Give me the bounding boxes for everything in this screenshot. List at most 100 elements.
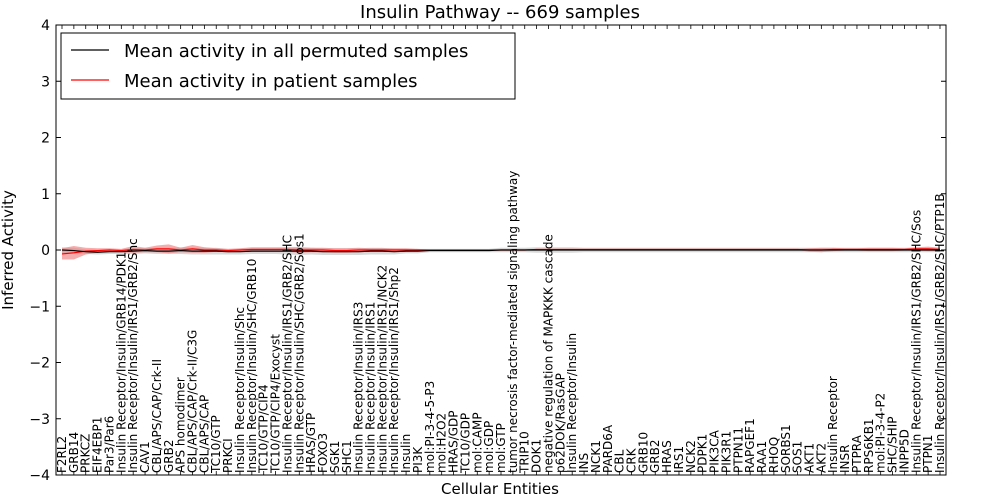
y-tick-label: −3: [29, 412, 50, 428]
category-label: FOXO3: [316, 433, 330, 473]
category-label: Insulin Receptor/Insulin: [565, 333, 579, 473]
category-label: tumor necrosis factor-mediated signaling…: [506, 171, 520, 473]
category-label: p62DOK/RasGAP: [553, 373, 567, 473]
category-label: RHOQ: [767, 437, 781, 473]
category-label: CRK: [625, 447, 639, 473]
category-label: PTPN11: [731, 427, 745, 473]
band-1: [62, 244, 940, 260]
category-label: GRB2: [162, 439, 176, 473]
category-label: mol:H2O2: [435, 413, 449, 473]
category-label: CBL/APS/CAP/Crk-II/C3G: [186, 330, 200, 473]
category-label: SOS1: [791, 441, 805, 473]
category-label: Insulin Receptor/Insulin/SHC/GRB10: [245, 259, 259, 473]
y-tick-label: −4: [29, 468, 50, 484]
category-label: Insulin Receptor: [826, 376, 840, 473]
x-axis-ticks: [61, 25, 941, 475]
category-labels: F2RL2GRB14PRKCZEIF4EBP1Par3/Par6Insulin …: [55, 171, 947, 474]
category-label: AKT2: [814, 443, 828, 473]
y-axis: 4 3 2 1 0 −1 −2 −3 −4: [29, 18, 946, 484]
category-label: Insulin Receptor/Insulin/IRS1/GRB2/SHC: [280, 235, 294, 473]
category-label: RAA1: [755, 441, 769, 473]
category-label: SHC1: [340, 440, 354, 473]
legend-label-permuted: Mean activity in all permuted samples: [124, 41, 468, 62]
category-label: PTPRA: [850, 434, 864, 473]
category-label: NCK1: [589, 440, 603, 473]
category-label: DOK1: [530, 439, 544, 473]
category-label: Insulin Receptor/Insulin/IRS1/GRB2/SHC/P…: [933, 193, 947, 473]
category-label: PRKCZ: [79, 434, 93, 473]
legend-box: [60, 32, 516, 100]
category-label: CBL/APS/CAP: [197, 395, 211, 473]
category-label: Insulin Receptor/Insulin/IRS3: [352, 302, 366, 473]
series-lines: [61, 248, 941, 255]
legend: Mean activity in all permuted samples Me…: [60, 32, 516, 100]
y-tick-label: 4: [41, 18, 50, 34]
category-label: mol:PI-3-4-5-P3: [423, 381, 437, 473]
category-label: CBL/APS/CAP/Crk-II: [150, 359, 164, 473]
legend-label-patient: Mean activity in patient samples: [124, 71, 418, 92]
category-label: NCK2: [684, 440, 698, 473]
y-tick-label: −2: [29, 356, 50, 372]
category-label: TC10/GDP: [458, 413, 472, 474]
category-label: F2RL2: [55, 436, 69, 473]
category-label: TC10/GTP/CIP4/Exocyst: [269, 334, 283, 474]
category-label: TC10/GTP/CIP4: [257, 384, 271, 474]
category-label: CBL: [613, 449, 627, 473]
category-label: PTPN1: [921, 435, 935, 473]
category-label: INSR: [838, 445, 852, 473]
category-label: SGK1: [328, 441, 342, 473]
category-label: PARD6A: [601, 424, 615, 473]
category-label: SORBS1: [779, 424, 793, 473]
category-label: PRKCI: [221, 438, 235, 473]
category-label: PIK3CA: [708, 429, 722, 473]
category-label: HRAS: [660, 440, 674, 473]
category-label: mol:PI-3-4-P2: [874, 393, 888, 473]
category-label: HRAS/GDP: [447, 410, 461, 473]
category-label: CAV1: [138, 441, 152, 473]
category-label: GRB2: [648, 439, 662, 473]
category-label: Insulin Receptor/Insulin/IRS1/GRB2/SHC/S…: [909, 210, 923, 473]
y-tick-label: 3: [41, 74, 50, 90]
category-label: mol:CAMP: [470, 412, 484, 473]
category-label: Insulin Receptor/Insulin/IRS1/GRB2/Shc: [126, 238, 140, 473]
category-label: Insulin Receptor/Insulin/Shc: [233, 307, 247, 473]
category-label: IRS1: [672, 446, 686, 473]
chart-title: Insulin Pathway -- 669 samples: [360, 2, 640, 23]
category-label: EIF4EBP1: [91, 417, 105, 473]
y-tick-label: −1: [29, 299, 50, 315]
category-label: HRAS/GTP: [304, 413, 318, 473]
category-label: PIK3R1: [719, 431, 733, 473]
category-label: APS homodimer: [174, 377, 188, 473]
y-tick-label: 2: [41, 131, 50, 147]
category-label: AKT1: [802, 443, 816, 473]
category-label: GRB14: [67, 432, 81, 473]
category-label: Insulin Receptor/Insulin/SHC/GRB2/Sos1: [292, 233, 306, 473]
category-label: Insulin: [399, 434, 413, 473]
category-label: PDPK1: [696, 434, 710, 473]
category-label: INPP5D: [897, 429, 911, 473]
category-label: Insulin Receptor/Insulin/IRS1/NCK2: [375, 265, 389, 473]
category-label: Insulin Receptor/Insulin/GRB14/PDK1: [114, 252, 128, 473]
category-label: Insulin Receptor/Insulin/IRS1: [363, 302, 377, 473]
category-label: SHC/SHIP: [886, 417, 900, 473]
category-label: TRIP10: [518, 431, 532, 474]
category-label: PI3K: [411, 446, 425, 473]
category-label: RPS6KB1: [862, 418, 876, 473]
series-line-0: [61, 249, 940, 253]
category-label: INS: [577, 453, 591, 473]
category-label: RAPGEF1: [743, 418, 757, 473]
category-label: mol:GTP: [494, 423, 508, 473]
y-tick-label: 1: [41, 187, 50, 203]
x-axis-label: Cellular Entities: [441, 480, 559, 498]
category-label: Insulin Receptor/Insulin/IRS1/Shp2: [387, 267, 401, 473]
category-label: TC10/GTP: [209, 415, 223, 474]
y-axis-label: Inferred Activity: [0, 190, 17, 310]
category-label: GRB10: [636, 432, 650, 473]
category-label: negative regulation of MAPKKK cascade: [541, 234, 555, 473]
confidence-bands: [62, 244, 940, 260]
y-tick-label: 0: [41, 243, 50, 259]
category-label: mol:GDP: [482, 421, 496, 473]
category-label: Par3/Par6: [102, 416, 116, 473]
